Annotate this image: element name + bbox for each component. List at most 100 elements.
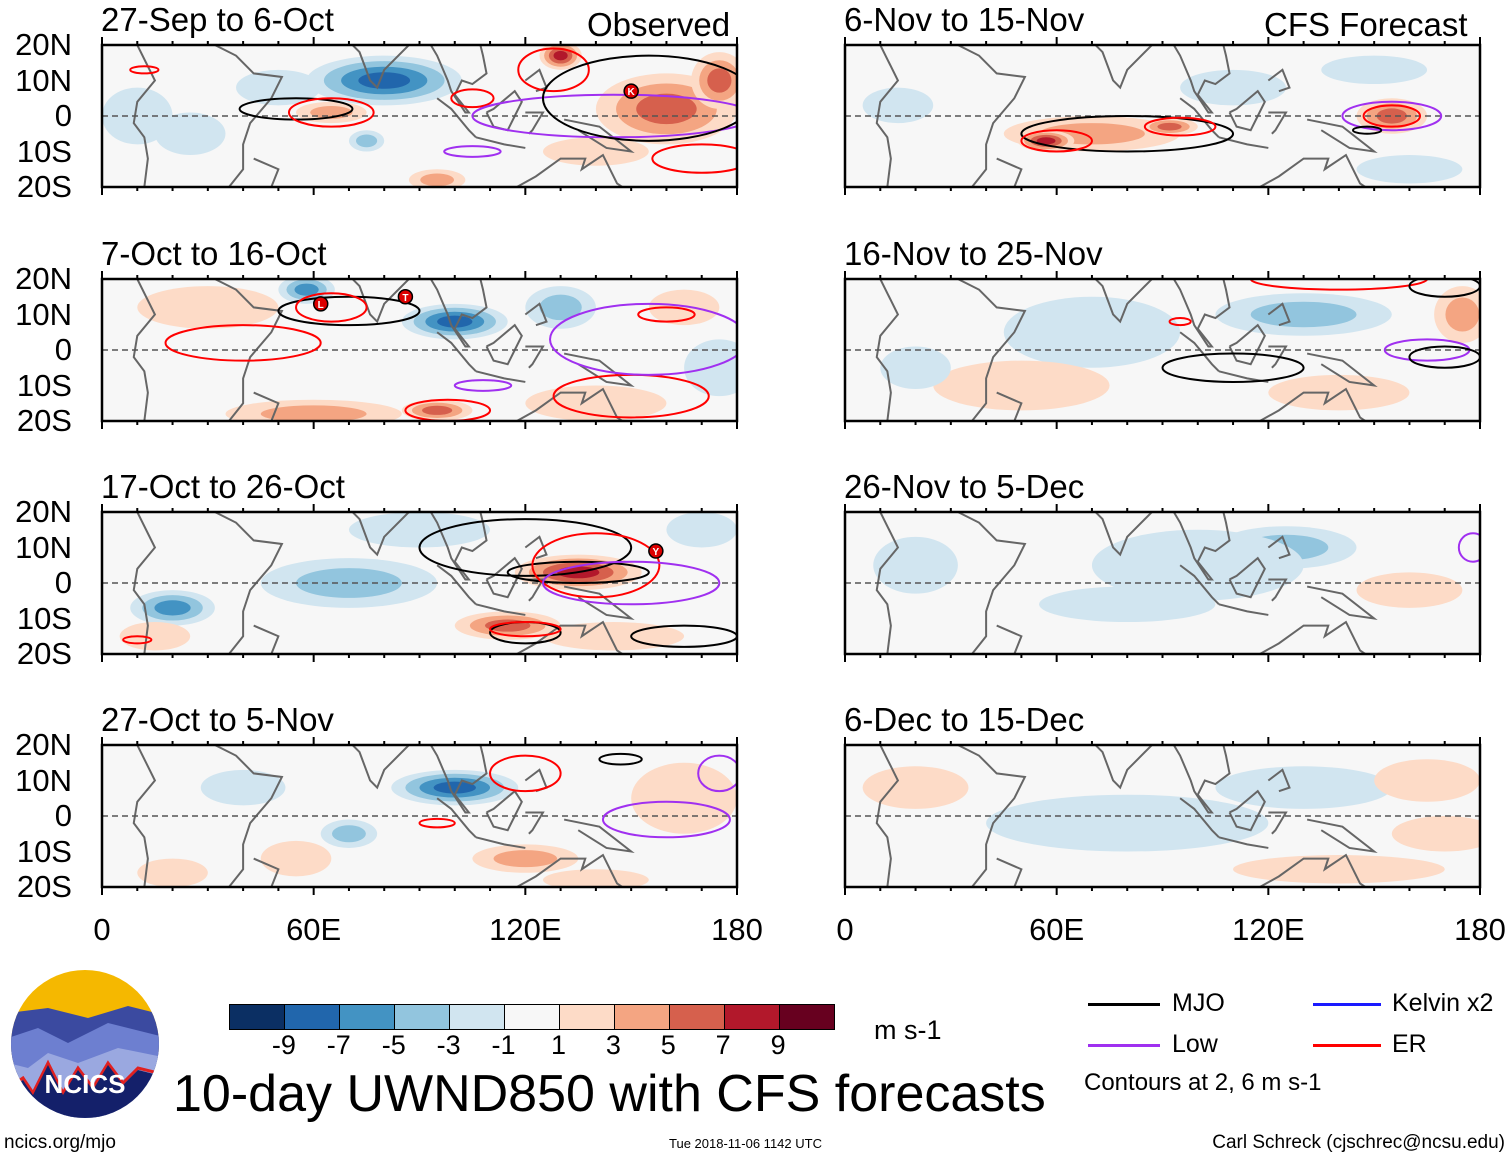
panel-title: 7-Oct to 16-Oct xyxy=(101,235,327,272)
coastline xyxy=(1218,603,1269,616)
colorbar-swatch xyxy=(230,1005,285,1029)
wind-anomaly-region xyxy=(1036,137,1056,145)
coastline xyxy=(253,157,280,187)
y-tick-label: 20S xyxy=(16,869,72,904)
contour-note: Contours at 2, 6 m s-1 xyxy=(1084,1069,1322,1096)
wind-anomaly-region xyxy=(862,766,969,809)
coastline xyxy=(436,97,477,139)
legend-er-label: ER xyxy=(1392,1030,1427,1058)
low-contour xyxy=(1457,532,1480,563)
coastline xyxy=(996,391,1023,421)
colorbar-swatch xyxy=(615,1005,670,1029)
coastline xyxy=(957,512,1027,654)
wind-anomaly-region xyxy=(356,134,378,148)
colorbar-tick-label: -3 xyxy=(436,1030,461,1060)
coastline xyxy=(524,535,548,560)
er-contour xyxy=(164,324,322,362)
map-panel: LT xyxy=(100,271,739,429)
coastline xyxy=(1268,578,1288,602)
wind-anomaly-region xyxy=(137,858,208,887)
y-tick-label: 10S xyxy=(16,367,72,403)
coastline xyxy=(1268,345,1288,369)
mjo-contour xyxy=(1352,125,1383,135)
coastline xyxy=(132,745,157,887)
coastline xyxy=(1228,89,1266,132)
coastline xyxy=(253,857,280,887)
coastline xyxy=(1228,323,1266,366)
legend-kelvin-label: Kelvin x2 xyxy=(1392,989,1494,1017)
coastline xyxy=(1268,111,1288,135)
coastline xyxy=(563,585,635,621)
colorbar xyxy=(229,1004,835,1030)
wind-anomaly-region xyxy=(358,72,411,89)
storm-marker: Y xyxy=(648,543,664,559)
wind-anomaly-region xyxy=(422,405,453,415)
coastline xyxy=(1046,279,1231,348)
wind-anomaly-region xyxy=(1356,572,1463,608)
coastline xyxy=(1179,564,1220,606)
wind-anomaly-region xyxy=(1356,155,1463,184)
coastline xyxy=(875,45,900,187)
colorbar-tick-label: 7 xyxy=(715,1030,731,1060)
figure-title: 10-day UWND850 with CFS forecasts xyxy=(173,1065,1046,1123)
wind-anomaly-region xyxy=(493,850,558,868)
map-panel xyxy=(100,737,739,895)
colorbar-swatch xyxy=(670,1005,725,1029)
coastline xyxy=(525,578,545,602)
coastline xyxy=(1267,68,1291,93)
mjo-contour xyxy=(1020,115,1235,153)
coastline xyxy=(1257,387,1368,421)
coastline xyxy=(214,45,284,187)
coastline xyxy=(525,111,545,135)
colorbar-swatch xyxy=(560,1005,615,1029)
colorbar-tick-label: 1 xyxy=(550,1030,566,1060)
coastline xyxy=(563,118,635,154)
wind-anomaly-region xyxy=(1374,759,1480,802)
y-tick-label: 10N xyxy=(15,762,72,798)
svg-text:Y: Y xyxy=(653,547,660,558)
y-tick-label: 0 xyxy=(54,332,72,367)
wind-anomaly-region xyxy=(236,69,321,106)
y-tick-label: 0 xyxy=(54,565,72,600)
er-contour xyxy=(489,754,562,793)
er-contour xyxy=(287,97,375,128)
y-tick-label: 20N xyxy=(15,27,72,62)
er-contour xyxy=(1362,104,1422,128)
coastline xyxy=(303,745,488,814)
er-contour xyxy=(404,398,492,421)
wind-anomaly-region xyxy=(631,762,737,834)
low-contour xyxy=(697,754,737,793)
svg-text:L: L xyxy=(318,300,324,311)
x-tick-label: 180 xyxy=(1454,912,1506,947)
coastline xyxy=(475,603,526,616)
coastline xyxy=(1267,302,1291,327)
colorbar-tick-label: 9 xyxy=(770,1030,786,1060)
legend-mjo-line xyxy=(1088,1003,1160,1006)
legend-kelvin-line xyxy=(1313,1003,1381,1006)
coastline xyxy=(132,45,157,187)
low-contour xyxy=(1341,100,1443,132)
panel-title: 16-Nov to 25-Nov xyxy=(844,235,1103,272)
low-contour xyxy=(601,800,731,839)
y-tick-label: 20N xyxy=(15,261,72,296)
panel-title: 6-Nov to 15-Nov xyxy=(844,1,1085,38)
website-link[interactable]: ncics.org/mjo xyxy=(4,1132,116,1153)
wind-anomaly-region xyxy=(1445,297,1480,332)
wind-anomaly-region xyxy=(154,600,191,616)
y-tick-label: 10N xyxy=(15,62,72,98)
colorbar-tick-label: 5 xyxy=(660,1030,676,1060)
y-tick-label: 0 xyxy=(54,98,72,133)
logo-text: NCICS xyxy=(45,1069,126,1099)
ncics-logo: NCICS xyxy=(11,970,159,1118)
y-tick-label: 10N xyxy=(15,529,72,565)
wind-anomaly-region xyxy=(933,360,1110,411)
coastline xyxy=(1046,45,1231,114)
y-tick-label: 10S xyxy=(16,600,72,636)
coastline xyxy=(1228,556,1266,599)
mjo-contour xyxy=(1161,352,1305,383)
x-tick-label: 0 xyxy=(93,912,111,947)
coastline xyxy=(957,45,1027,187)
coastline xyxy=(1179,331,1220,373)
